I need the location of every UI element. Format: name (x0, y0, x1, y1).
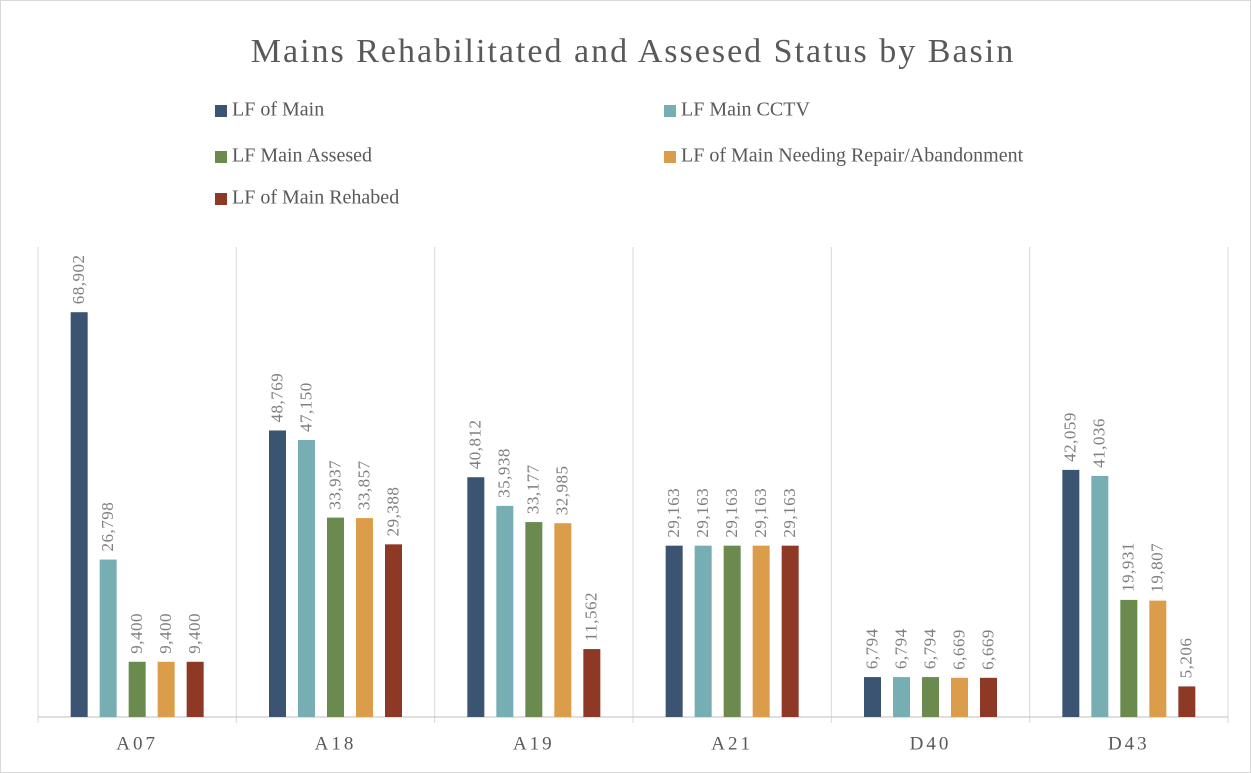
bar (99, 559, 117, 717)
value-label: 32,985 (553, 465, 572, 515)
value-label: 26,798 (98, 502, 117, 552)
bar (694, 545, 712, 717)
value-label: 6,669 (949, 629, 968, 670)
value-label: 9,400 (127, 613, 146, 654)
value-label: 29,163 (722, 488, 741, 538)
value-label: 29,388 (383, 487, 402, 537)
value-label: 29,163 (664, 488, 683, 538)
bar (269, 430, 286, 717)
value-label: 9,400 (156, 613, 175, 654)
bar (723, 545, 741, 717)
x-tick-label: A19 (513, 733, 555, 754)
x-tick-label: A21 (711, 733, 753, 754)
value-label: 19,931 (1119, 542, 1138, 592)
value-label: 19,807 (1148, 543, 1167, 593)
legend-label: LF of Main (232, 99, 324, 121)
bar (951, 677, 968, 717)
chart-title: Mains Rehabilitated and Assesed Status b… (251, 33, 1016, 70)
legend-label: LF Main Assesed (232, 145, 372, 167)
bar (922, 677, 939, 717)
bar (1120, 599, 1138, 717)
bar (864, 677, 881, 717)
bar (128, 661, 146, 717)
bar (496, 505, 514, 717)
bar (554, 523, 572, 717)
bar (1178, 686, 1196, 717)
legend-swatch (215, 193, 227, 205)
bar (385, 544, 402, 717)
value-label: 68,902 (69, 254, 88, 304)
legend-label: LF of Main Rehabed (232, 187, 399, 209)
value-label: 40,812 (466, 419, 485, 469)
bar (893, 677, 910, 717)
bar (298, 439, 315, 717)
legend-label: LF of Main Needing Repair/Abandonment (681, 145, 1024, 167)
legend-swatch (664, 105, 676, 117)
value-label: 6,794 (862, 628, 881, 669)
bar (665, 545, 683, 717)
value-label: 48,769 (267, 373, 286, 423)
bar (356, 518, 373, 717)
x-tick-label: A18 (315, 733, 357, 754)
value-label: 6,669 (978, 629, 997, 670)
value-label: 6,794 (920, 628, 939, 669)
bar (327, 517, 344, 717)
value-label: 42,059 (1061, 412, 1080, 462)
value-label: 33,857 (354, 460, 373, 510)
value-label: 47,150 (296, 382, 315, 432)
bar (1091, 475, 1109, 717)
bar (1062, 469, 1080, 717)
bar (157, 661, 175, 717)
value-label: 33,177 (524, 464, 543, 514)
value-label: 29,163 (693, 488, 712, 538)
x-tick-label: A07 (116, 733, 158, 754)
bar (467, 477, 485, 717)
value-label: 41,036 (1090, 418, 1109, 468)
bar (1149, 600, 1167, 717)
legend-label: LF Main CCTV (681, 99, 810, 121)
bar (186, 661, 204, 717)
x-tick-label: D40 (910, 733, 952, 754)
legend-swatch (215, 151, 227, 163)
value-label: 9,400 (185, 613, 204, 654)
bar (752, 545, 770, 717)
legend-swatch (215, 105, 227, 117)
bar (525, 522, 543, 717)
value-label: 5,206 (1177, 638, 1196, 679)
value-label: 33,937 (325, 460, 344, 510)
x-tick-label: D43 (1108, 733, 1150, 754)
value-label: 29,163 (751, 488, 770, 538)
bar (583, 649, 601, 717)
bar (980, 677, 997, 717)
value-label: 6,794 (891, 628, 910, 669)
bar (781, 545, 799, 717)
value-label: 29,163 (780, 488, 799, 538)
value-label: 35,938 (495, 448, 514, 498)
bar (70, 312, 88, 717)
legend-swatch (664, 151, 676, 163)
value-label: 11,562 (582, 592, 601, 641)
